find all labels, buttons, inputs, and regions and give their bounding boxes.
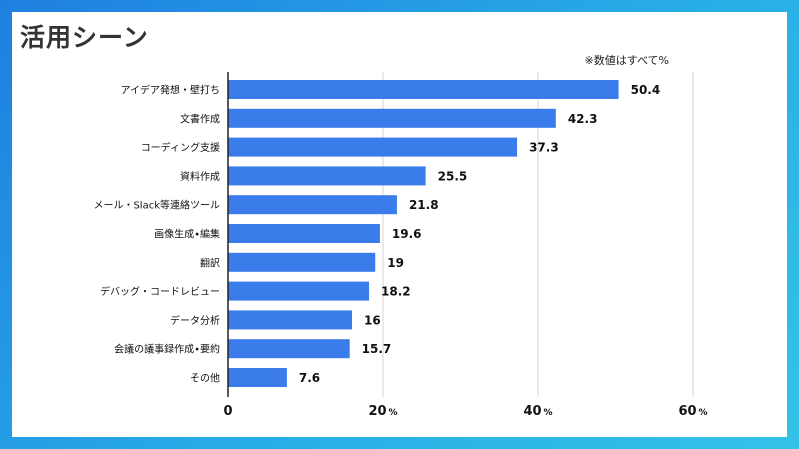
category-label: その他 [190,372,220,385]
value-label: 37.3 [529,141,559,155]
tick-label: 20% [368,404,397,419]
value-label: 7.6 [299,371,320,385]
chart-card: 活用シーン ※数値はすべて% アイデア発想・壁打ち 50.4 文書作成 42.3 コーデ… [12,12,787,437]
value-label: 25.5 [438,169,468,183]
bar [228,310,352,330]
category-label: デバッグ・コードレビュー [100,285,220,298]
category-label: コーディング支援 [141,141,220,154]
bar [228,166,426,186]
bar [228,281,370,301]
tick-label: 40% [523,404,552,419]
category-label: 会議の議事録作成•要約 [114,343,220,356]
bar [228,108,556,128]
bar [228,339,350,359]
category-label: 資料作成 [180,170,220,183]
bar [228,137,518,157]
units-note: ※数値はすべて% [584,54,669,67]
value-label: 15.7 [362,342,392,356]
value-label: 19.6 [392,227,422,241]
bar [228,368,287,387]
tick-label: 0 [223,404,232,419]
category-label: 翻訳 [200,256,220,269]
category-label: メール・Slack等連絡ツール [93,199,220,212]
value-label: 42.3 [568,112,598,126]
value-label: 50.4 [631,83,661,97]
category-label: 画像生成•編集 [154,228,220,241]
category-label: 文書作成 [180,112,220,125]
value-label: 18.2 [381,285,411,299]
category-label: データ分析 [170,314,220,327]
chart-title: 活用シーン [20,23,149,52]
value-label: 21.8 [409,198,439,212]
category-label: アイデア発想・壁打ち [121,84,221,97]
bar [228,252,376,272]
bar [228,195,397,215]
bar-chart: アイデア発想・壁打ち 50.4 文書作成 42.3 コーディング支援 37.3 資料作成 25… [93,72,708,419]
tick-label: 60% [678,404,707,419]
value-label: 19 [387,256,404,270]
bar [228,224,380,243]
bar [228,80,619,99]
value-label: 16 [364,313,381,327]
